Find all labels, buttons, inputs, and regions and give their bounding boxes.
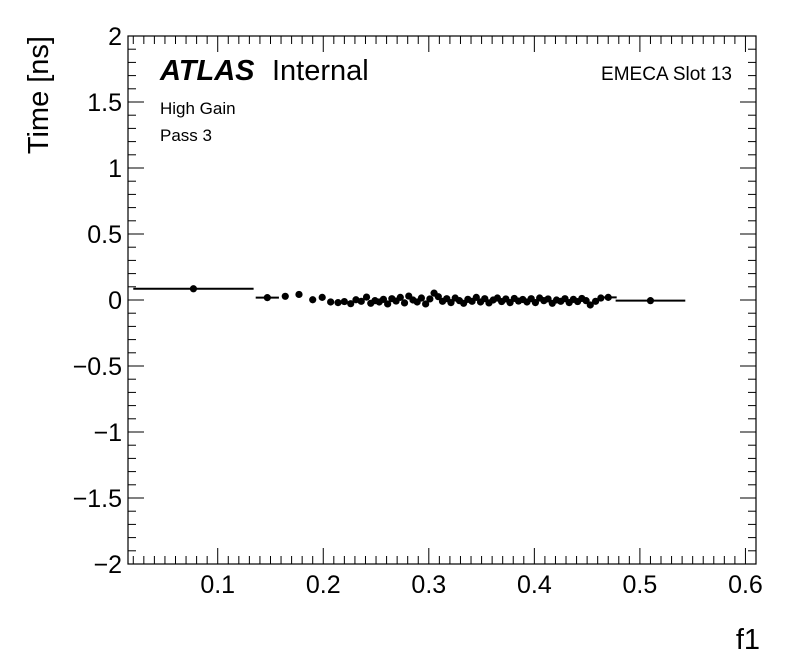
data-point (447, 299, 455, 307)
data-point (646, 297, 655, 305)
y-tick-label: −1 (93, 419, 122, 447)
y-tick-label: 0.5 (87, 221, 122, 249)
data-point (422, 300, 430, 308)
data-point (472, 293, 480, 301)
data-points (133, 285, 686, 309)
y-tick-label: −2 (93, 551, 122, 579)
y-tick-label: 1 (108, 155, 122, 183)
data-point (327, 298, 335, 306)
y-tick-label: 0 (108, 287, 122, 315)
x-tick-label: 0.4 (517, 571, 552, 599)
data-point (591, 297, 600, 305)
x-tick-label: 0.3 (411, 571, 446, 599)
data-point (318, 293, 326, 301)
y-tick-label: 1.5 (87, 89, 122, 117)
y-axis-title: Time [ns] (23, 36, 55, 154)
data-point (417, 294, 426, 302)
gain-label: High Gain (160, 99, 236, 118)
x-axis-title: f1 (736, 624, 760, 656)
internal-label: Internal (272, 55, 369, 87)
x-tick-label: 0.5 (623, 571, 658, 599)
data-point (295, 290, 303, 299)
x-tick-label: 0.1 (200, 571, 235, 599)
region-label: EMECA Slot 13 (601, 64, 732, 85)
data-point (396, 293, 404, 301)
data-point (281, 292, 289, 300)
data-point (334, 299, 342, 307)
data-point (357, 297, 365, 305)
axis-ticks (128, 35, 757, 565)
pass-label: Pass 3 (160, 126, 212, 145)
data-point (426, 295, 434, 303)
atlas-label: ATLAS (159, 55, 255, 87)
data-point (340, 297, 348, 306)
data-point (434, 293, 442, 301)
data-point (362, 293, 371, 301)
axis-tick-labels: −2 −1.5 −1 −0.5 0 0.5 1 1.5 2 0.1 0.2 0.3 0.4 0.5 0.6 (73, 23, 763, 599)
data-point (189, 285, 198, 293)
data-point (604, 293, 612, 301)
y-tick-label: −1.5 (73, 485, 122, 513)
data-point (309, 296, 317, 304)
data-point (379, 295, 388, 303)
x-tick-label: 0.6 (728, 571, 763, 599)
data-point (531, 299, 540, 307)
data-point (347, 300, 355, 308)
x-tick-label: 0.2 (306, 571, 341, 599)
data-point (400, 299, 409, 307)
y-tick-label: 2 (108, 23, 122, 51)
data-point (586, 301, 594, 309)
y-tick-label: −0.5 (73, 353, 122, 381)
data-point (384, 300, 392, 308)
data-point (263, 294, 271, 302)
